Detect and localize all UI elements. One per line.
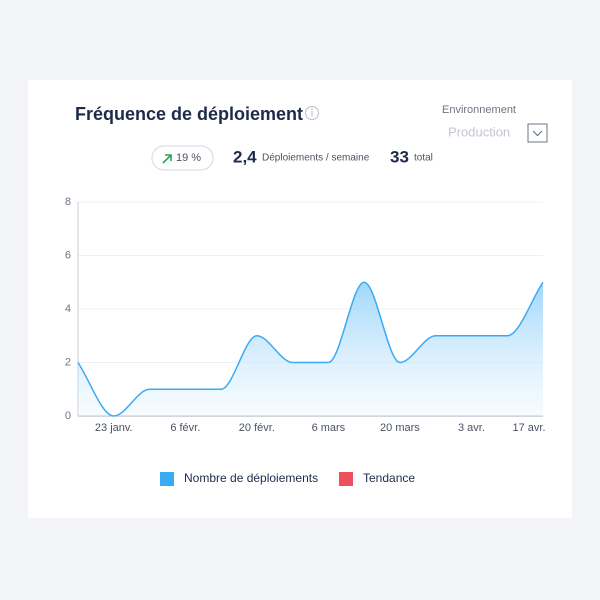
y-tick-label: 8	[65, 196, 71, 208]
legend-label: Tendance	[363, 471, 415, 485]
x-tick-label: 20 mars	[380, 422, 420, 434]
environment-value[interactable]: Production	[448, 124, 510, 139]
environment-label: Environnement	[442, 104, 516, 116]
line	[77, 281, 544, 417]
legend-swatch	[160, 472, 174, 486]
total-value: 33	[390, 147, 409, 166]
legend-swatch	[339, 472, 353, 486]
x-tick-label: 6 mars	[312, 422, 346, 434]
chart-title: Fréquence de déploiement	[75, 104, 303, 124]
change-value: 19 %	[176, 152, 201, 164]
change-badge	[151, 145, 214, 171]
x-tick-label: 6 févr.	[170, 422, 200, 434]
x-tick-label: 3 avr.	[458, 422, 485, 434]
legend-label: Nombre de déploiements	[184, 471, 318, 485]
up-arrow	[162, 154, 172, 164]
area	[78, 282, 543, 416]
y-tick-label: 6	[65, 249, 71, 261]
per-week-value: 2,4	[233, 147, 257, 166]
y-tick-label: 2	[65, 356, 71, 368]
dropdown-button[interactable]	[527, 123, 548, 143]
info-icon[interactable]	[305, 106, 319, 120]
x-tick-label: 23 janv.	[95, 422, 133, 434]
y-tick-label: 0	[65, 410, 71, 422]
per-week-label: Déploiements / semaine	[262, 153, 370, 164]
x-tick-label: 17 avr.	[512, 422, 545, 434]
card	[28, 80, 572, 518]
x-tick-label: 20 févr.	[239, 422, 275, 434]
total-label: total	[414, 153, 433, 164]
y-tick-label: 4	[65, 303, 71, 315]
